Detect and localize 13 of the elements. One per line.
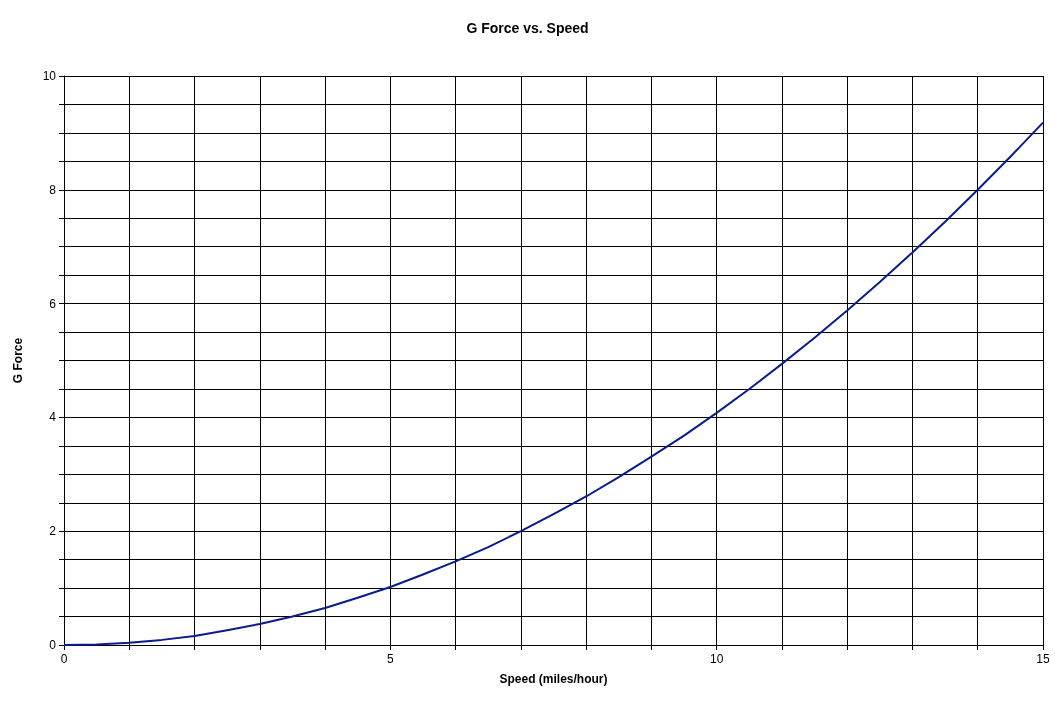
chart-title: G Force vs. Speed bbox=[466, 20, 589, 36]
y-tick-label: 2 bbox=[49, 524, 57, 539]
x-tick-label: 5 bbox=[386, 652, 394, 666]
x-tick-label: 15 bbox=[1036, 652, 1050, 666]
y-tick-label: 10 bbox=[42, 69, 57, 83]
y-tick-label: 8 bbox=[49, 182, 57, 197]
y-tick-label: 0 bbox=[49, 638, 57, 652]
x-tick-label: 10 bbox=[709, 652, 724, 666]
y-axis-title: G Force bbox=[11, 337, 25, 384]
y-tick-label: 6 bbox=[49, 296, 57, 311]
x-tick-label: 0 bbox=[60, 652, 68, 666]
x-axis-title: Speed (miles/hour) bbox=[499, 672, 608, 686]
y-tick-label: 4 bbox=[49, 410, 57, 425]
